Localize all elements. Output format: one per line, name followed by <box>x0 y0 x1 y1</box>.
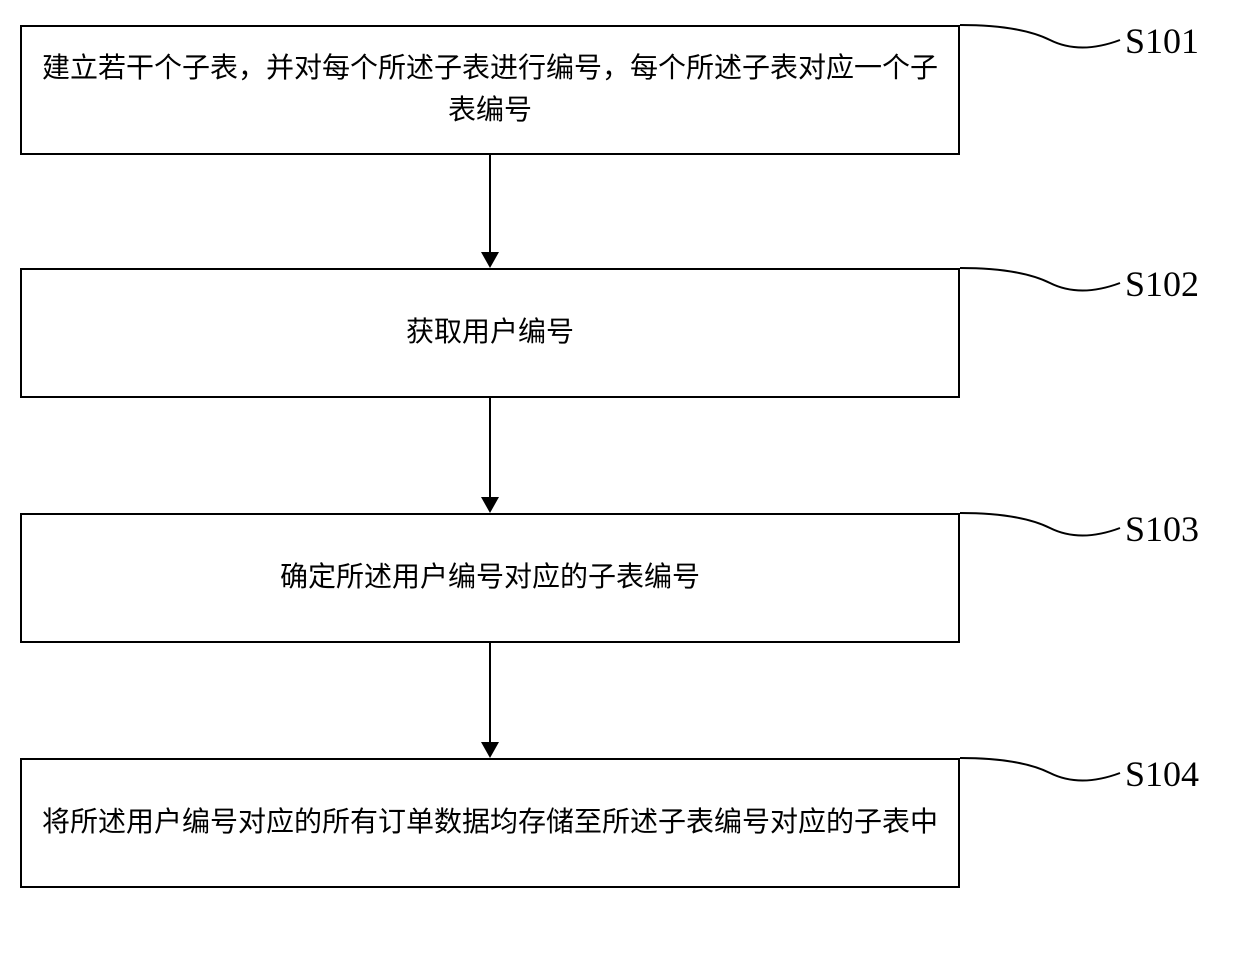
step-text-s101: 建立若干个子表，并对每个所述子表进行编号，每个所述子表对应一个子表编号 <box>42 48 938 132</box>
step-label-s101: S101 <box>1125 20 1199 62</box>
connector-curve-3 <box>960 510 1125 560</box>
step-label-s102: S102 <box>1125 263 1199 305</box>
connector-curve-1 <box>960 22 1125 72</box>
step-text-s104: 将所述用户编号对应的所有订单数据均存储至所述子表编号对应的子表中 <box>42 802 938 844</box>
flowchart-container: 建立若干个子表，并对每个所述子表进行编号，每个所述子表对应一个子表编号 S101… <box>0 0 1240 964</box>
step-text-s102: 获取用户编号 <box>406 312 574 354</box>
arrow-line-2 <box>489 398 491 497</box>
step-box-s102: 获取用户编号 <box>20 268 960 398</box>
step-text-s103: 确定所述用户编号对应的子表编号 <box>280 557 700 599</box>
step-box-s101: 建立若干个子表，并对每个所述子表进行编号，每个所述子表对应一个子表编号 <box>20 25 960 155</box>
arrow-head-3 <box>481 742 499 758</box>
step-label-s104: S104 <box>1125 753 1199 795</box>
arrow-line-3 <box>489 643 491 742</box>
arrow-line-1 <box>489 155 491 252</box>
step-box-s104: 将所述用户编号对应的所有订单数据均存储至所述子表编号对应的子表中 <box>20 758 960 888</box>
arrow-head-2 <box>481 497 499 513</box>
step-label-s103: S103 <box>1125 508 1199 550</box>
connector-curve-2 <box>960 265 1125 315</box>
step-box-s103: 确定所述用户编号对应的子表编号 <box>20 513 960 643</box>
connector-curve-4 <box>960 755 1125 805</box>
arrow-head-1 <box>481 252 499 268</box>
